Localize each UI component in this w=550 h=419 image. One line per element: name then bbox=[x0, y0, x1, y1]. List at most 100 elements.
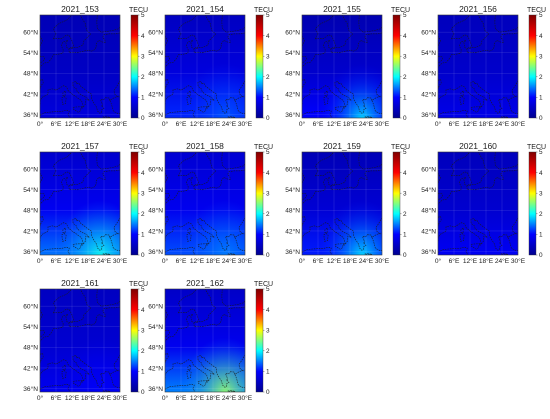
lat-tick-label: 60°N bbox=[148, 28, 163, 36]
coastline-path bbox=[96, 15, 120, 33]
colorbar bbox=[392, 14, 401, 119]
colorbar-tick-label: 2 bbox=[266, 348, 270, 355]
lat-tick-label: 48°N bbox=[421, 70, 436, 78]
colorbar-tick-label: 0 bbox=[403, 252, 407, 259]
colorbar-tick-label: 1 bbox=[141, 232, 145, 239]
panel-title: 2021_160 bbox=[459, 141, 497, 151]
lat-tick-label: 48°N bbox=[285, 207, 300, 215]
lon-tick-label: 30°E bbox=[511, 257, 526, 265]
coastlines bbox=[40, 15, 120, 118]
coastline-path bbox=[500, 253, 509, 255]
coastline-path bbox=[459, 96, 465, 105]
coastline-path bbox=[302, 169, 382, 205]
colorbar-tick-label: 0 bbox=[539, 252, 543, 259]
lat-tick-label: 54°N bbox=[148, 186, 163, 194]
colorbar-tick-label: 2 bbox=[539, 211, 543, 218]
lat-tick-label: 54°N bbox=[23, 323, 38, 331]
lat-tick-label: 36°N bbox=[421, 111, 436, 119]
lat-tick-label: 42°N bbox=[23, 227, 38, 235]
coastline-path bbox=[52, 152, 92, 185]
colorbar-tick-label: 5 bbox=[141, 286, 145, 293]
colorbar-tick-label: 2 bbox=[141, 211, 145, 218]
lat-tick-label: 36°N bbox=[148, 111, 163, 119]
coastlines bbox=[302, 15, 382, 118]
coastline-path bbox=[102, 253, 111, 255]
lat-tick-label: 42°N bbox=[23, 90, 38, 98]
colorbar-tick-label: 0 bbox=[266, 115, 270, 122]
coastline-path bbox=[40, 80, 120, 114]
coastline-path bbox=[470, 106, 480, 113]
coastline-path bbox=[197, 243, 207, 250]
coastline-path bbox=[40, 306, 120, 342]
colorbar-tick-label: 4 bbox=[141, 307, 145, 314]
lon-tick-label: 30°E bbox=[375, 120, 390, 128]
coastline-path bbox=[40, 173, 44, 184]
colorbar-unit-label: TECU bbox=[527, 144, 546, 151]
lon-tick-label: 24°E bbox=[97, 394, 112, 402]
coastline-path bbox=[165, 109, 195, 118]
coastlines bbox=[165, 152, 245, 255]
lon-tick-label: 18°E bbox=[479, 120, 494, 128]
lat-tick-label: 60°N bbox=[148, 302, 163, 310]
lon-tick-label: 12°E bbox=[65, 120, 80, 128]
lat-tick-label: 42°N bbox=[285, 227, 300, 235]
colorbar-tick-label: 3 bbox=[539, 190, 543, 197]
lat-tick-label: 42°N bbox=[23, 364, 38, 372]
colorbar bbox=[255, 151, 264, 256]
colorbar-tick-label: 3 bbox=[403, 53, 407, 60]
lon-tick-label: 24°E bbox=[97, 120, 112, 128]
map-frame bbox=[39, 14, 121, 119]
coastlines bbox=[165, 289, 245, 392]
lat-tick-label: 48°N bbox=[148, 207, 163, 215]
lon-tick-label: 12°E bbox=[327, 120, 342, 128]
coastline-path bbox=[302, 173, 306, 184]
colorbar-tick-label: 5 bbox=[266, 12, 270, 19]
lat-tick-label: 60°N bbox=[23, 302, 38, 310]
coastline-path bbox=[302, 192, 307, 201]
coastline-path bbox=[358, 152, 382, 170]
lon-tick-label: 18°E bbox=[206, 394, 221, 402]
coastline-path bbox=[334, 106, 344, 113]
lat-tick-label: 42°N bbox=[285, 90, 300, 98]
colorbar-tick-label: 3 bbox=[141, 53, 145, 60]
lat-tick-label: 36°N bbox=[148, 385, 163, 393]
lon-tick-label: 0° bbox=[162, 120, 169, 128]
coastline-path bbox=[438, 217, 518, 251]
coastline-path bbox=[438, 169, 518, 205]
colorbar-tick-label: 5 bbox=[539, 149, 543, 156]
coastline-path bbox=[511, 217, 518, 234]
colorbar-unit-label: TECU bbox=[254, 144, 273, 151]
coastlines bbox=[438, 15, 518, 118]
coastline-path bbox=[438, 80, 518, 114]
coastline-path bbox=[314, 15, 354, 48]
lon-tick-label: 6°E bbox=[51, 394, 62, 402]
coastline-path bbox=[113, 80, 120, 97]
lat-tick-label: 42°N bbox=[421, 90, 436, 98]
lat-tick-label: 54°N bbox=[148, 49, 163, 57]
lon-tick-label: 12°E bbox=[190, 257, 205, 265]
coastline-path bbox=[302, 36, 306, 47]
lon-tick-label: 0° bbox=[435, 120, 442, 128]
colorbar-unit-label: TECU bbox=[391, 144, 410, 151]
colorbar bbox=[130, 151, 139, 256]
lat-tick-label: 36°N bbox=[23, 385, 38, 393]
coastline-path bbox=[165, 192, 170, 201]
coastline-path bbox=[165, 36, 169, 47]
colorbar-tick-label: 5 bbox=[266, 149, 270, 156]
panel-title: 2021_153 bbox=[61, 4, 99, 14]
coastline-path bbox=[96, 152, 120, 170]
coastline-path bbox=[460, 90, 464, 97]
lat-tick-label: 42°N bbox=[148, 227, 163, 235]
coastline-path bbox=[364, 116, 373, 118]
lon-tick-label: 0° bbox=[37, 120, 44, 128]
lon-tick-label: 12°E bbox=[190, 120, 205, 128]
coastline-path bbox=[187, 90, 191, 97]
coastline-path bbox=[438, 109, 468, 118]
colorbar-tick-label: 5 bbox=[403, 12, 407, 19]
coastline-path bbox=[302, 79, 306, 90]
lat-tick-label: 54°N bbox=[23, 49, 38, 57]
coastline-path bbox=[302, 216, 306, 227]
colorbar-tick-label: 0 bbox=[266, 252, 270, 259]
coastline-path bbox=[438, 55, 443, 64]
